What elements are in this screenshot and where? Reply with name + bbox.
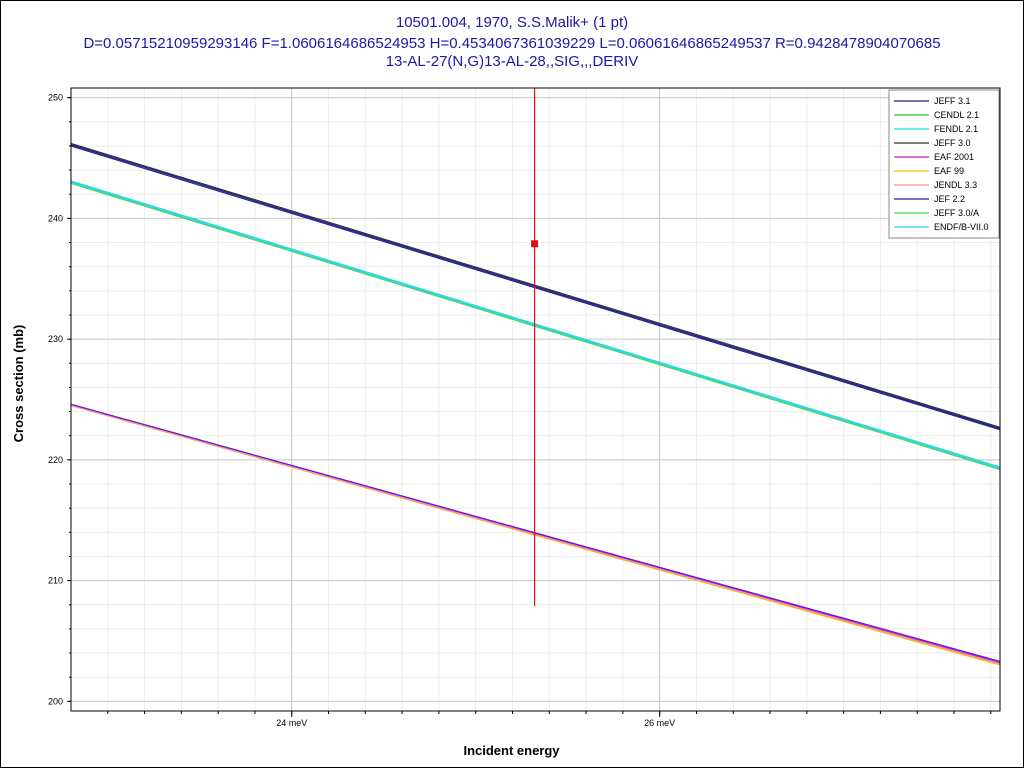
y-tick-label: 230 [48,334,63,344]
series-line-jeff-3-1 [70,144,1001,430]
y-tick-label: 210 [48,576,63,586]
x-tick-label: 24 meV [276,718,307,728]
chart-subtitle-reaction: 13-AL-27(N,G)13-AL-28,,SIG,,,DERIV [385,53,639,70]
axes-box [70,87,1001,712]
x-tick-label: 26 meV [644,718,675,728]
y-axis-label: Cross section (mb) [11,325,26,443]
experiment-data-point [531,240,539,248]
chart-title: 10501.004, 1970, S.S.Malik+ (1 pt) [395,14,629,31]
legend-label: JEFF 3.1 [934,96,971,106]
x-axis-label: Incident energy [463,743,560,758]
series-line-endf-b-vii-0 [70,181,1001,469]
legend-label: EAF 99 [934,166,964,176]
plot-area [71,88,1000,711]
y-tick-label: 250 [48,93,63,103]
legend-label: JENDL 3.3 [934,180,977,190]
legend-label: JEFF 3.0 [934,138,971,148]
series-line-jeff-3-0-a [70,182,1001,471]
y-tick-label: 200 [48,696,63,706]
legend-label: FENDL 2.1 [934,124,978,134]
legend-label: EAF 2001 [934,152,974,162]
y-tick-label: 240 [48,213,63,223]
series-line-jendl-3-3 [70,404,1001,665]
series-line-jeff-3-0 [70,142,1001,428]
y-tick-label: 220 [48,455,63,465]
series-line-unnamed-10 [70,403,1001,663]
chart-subtitle-parameters: D=0.05715210959293146 F=1.06061646865249… [83,35,941,52]
legend-label: JEF 2.2 [934,194,965,204]
series-line-fendl-2-1 [70,180,1001,468]
legend-label: ENDF/B-VII.0 [934,222,989,232]
series-line-jef-2-2 [70,145,1001,431]
legend-label: JEFF 3.0/A [934,208,979,218]
legend-label: CENDL 2.1 [934,110,979,120]
